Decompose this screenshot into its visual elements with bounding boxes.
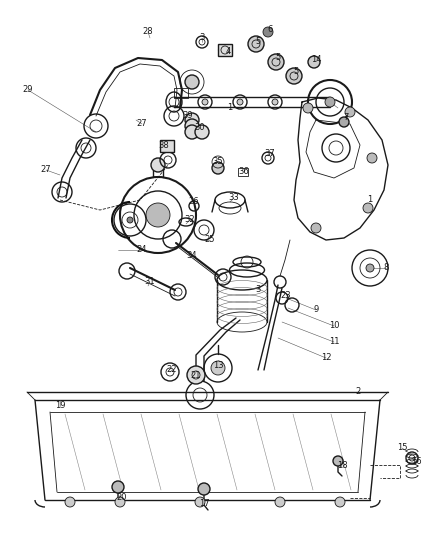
Circle shape — [335, 497, 345, 507]
Text: 8: 8 — [383, 263, 389, 272]
Circle shape — [151, 158, 165, 172]
Text: 39: 39 — [183, 111, 193, 120]
Text: 13: 13 — [213, 361, 223, 370]
Text: 15: 15 — [397, 443, 407, 453]
Text: 26: 26 — [189, 198, 199, 206]
Text: 21: 21 — [191, 372, 201, 381]
Text: 34: 34 — [187, 252, 197, 261]
Circle shape — [367, 153, 377, 163]
Circle shape — [65, 497, 75, 507]
Text: 22: 22 — [167, 366, 177, 375]
Circle shape — [308, 56, 320, 68]
Text: 30: 30 — [194, 124, 205, 133]
Text: 6: 6 — [267, 26, 273, 35]
Circle shape — [303, 103, 313, 113]
Circle shape — [212, 162, 224, 174]
Text: 11: 11 — [329, 337, 339, 346]
Circle shape — [198, 483, 210, 495]
Text: 23: 23 — [281, 292, 291, 301]
Circle shape — [366, 264, 374, 272]
Circle shape — [248, 36, 264, 52]
Text: 12: 12 — [321, 353, 331, 362]
Text: 33: 33 — [229, 193, 240, 203]
Circle shape — [211, 361, 225, 375]
Bar — [218, 44, 232, 56]
Text: 1: 1 — [367, 196, 373, 205]
Circle shape — [185, 119, 199, 133]
Text: 3: 3 — [255, 286, 261, 295]
Circle shape — [333, 456, 343, 466]
Text: 27: 27 — [41, 166, 51, 174]
Text: 10: 10 — [329, 321, 339, 330]
Circle shape — [202, 99, 208, 105]
Bar — [160, 140, 174, 152]
Text: 29: 29 — [23, 85, 33, 94]
Bar — [174, 88, 188, 98]
Text: 27: 27 — [137, 119, 147, 128]
Text: 14: 14 — [311, 55, 321, 64]
Circle shape — [268, 54, 284, 70]
Text: 9: 9 — [313, 305, 318, 314]
Circle shape — [185, 125, 199, 139]
Circle shape — [112, 481, 124, 493]
Circle shape — [272, 99, 278, 105]
Circle shape — [237, 99, 243, 105]
Circle shape — [115, 497, 125, 507]
Text: 7: 7 — [343, 114, 349, 123]
Text: 16: 16 — [411, 457, 421, 466]
Text: 24: 24 — [137, 246, 147, 254]
Text: 37: 37 — [265, 149, 276, 158]
Circle shape — [339, 117, 349, 127]
Text: 5: 5 — [293, 68, 299, 77]
Text: 5: 5 — [276, 53, 281, 62]
Circle shape — [311, 223, 321, 233]
Circle shape — [185, 75, 199, 89]
Circle shape — [187, 366, 205, 384]
Circle shape — [275, 497, 285, 507]
Text: 28: 28 — [143, 28, 153, 36]
Circle shape — [263, 27, 273, 37]
Text: 18: 18 — [337, 462, 347, 471]
Circle shape — [325, 97, 335, 107]
Bar — [238, 168, 248, 176]
Text: 38: 38 — [159, 141, 170, 150]
Text: 17: 17 — [199, 499, 209, 508]
Circle shape — [185, 113, 199, 127]
Circle shape — [146, 203, 170, 227]
Text: 25: 25 — [205, 236, 215, 245]
Text: 5: 5 — [255, 37, 261, 46]
Text: 31: 31 — [145, 278, 155, 287]
Text: 19: 19 — [55, 401, 65, 410]
Text: 1: 1 — [227, 103, 233, 112]
Text: 3: 3 — [199, 34, 205, 43]
Circle shape — [195, 125, 209, 139]
Text: 36: 36 — [239, 167, 249, 176]
Circle shape — [195, 497, 205, 507]
Text: 35: 35 — [213, 157, 223, 166]
Circle shape — [286, 68, 302, 84]
Text: 2: 2 — [355, 387, 360, 397]
Text: 4: 4 — [226, 47, 231, 56]
Circle shape — [363, 203, 373, 213]
Text: 20: 20 — [117, 494, 127, 503]
Circle shape — [345, 107, 355, 117]
Text: 32: 32 — [185, 215, 195, 224]
Circle shape — [127, 217, 133, 223]
